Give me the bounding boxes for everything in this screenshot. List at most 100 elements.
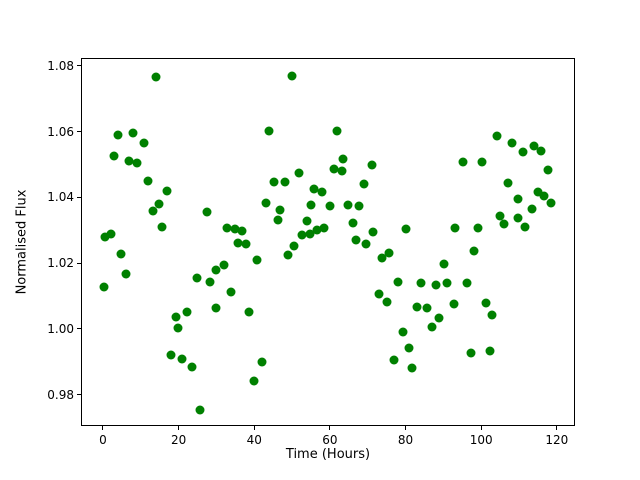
data-point	[325, 201, 335, 211]
data-point	[527, 204, 537, 214]
data-point	[481, 298, 491, 308]
data-point	[305, 229, 315, 239]
data-point	[495, 211, 505, 221]
y-tick-mark	[77, 196, 81, 198]
data-point	[297, 230, 307, 240]
x-axis-label: Time (Hours)	[285, 447, 371, 462]
data-point	[205, 277, 215, 287]
x-tick-mark	[102, 426, 104, 430]
data-point	[389, 355, 399, 365]
data-point	[499, 219, 509, 229]
data-point	[162, 186, 172, 196]
data-point	[477, 157, 487, 167]
data-point	[177, 354, 187, 364]
data-point	[367, 160, 377, 170]
data-point	[151, 72, 161, 82]
data-point	[338, 154, 348, 164]
data-point	[280, 177, 290, 187]
data-point	[106, 229, 116, 239]
x-tick-mark	[178, 426, 180, 430]
data-point	[312, 225, 322, 235]
data-point	[249, 376, 259, 386]
data-point	[533, 187, 543, 197]
data-point	[116, 249, 126, 259]
data-point	[427, 322, 437, 332]
x-tick-label: 20	[170, 433, 187, 447]
y-tick-label: 1.06	[47, 124, 74, 139]
data-point	[121, 269, 131, 279]
x-tick-mark	[329, 426, 331, 430]
y-tick-label: 0.98	[47, 387, 74, 402]
data-point	[173, 323, 183, 333]
data-point	[398, 327, 408, 337]
data-point	[230, 224, 240, 234]
data-point	[466, 348, 476, 358]
data-point	[404, 343, 414, 353]
data-point	[374, 289, 384, 299]
data-point	[275, 205, 285, 215]
data-point	[211, 265, 221, 275]
data-point	[513, 213, 523, 223]
data-point	[348, 218, 358, 228]
data-point	[302, 216, 312, 226]
data-point	[434, 313, 444, 323]
data-point	[431, 280, 441, 290]
data-point	[226, 287, 236, 297]
data-point	[99, 282, 109, 292]
data-point	[507, 138, 517, 148]
data-point	[287, 71, 297, 81]
data-point	[241, 239, 251, 249]
data-point	[317, 187, 327, 197]
data-point	[182, 307, 192, 317]
y-tick-mark	[77, 394, 81, 396]
data-point	[407, 363, 417, 373]
data-point	[401, 224, 411, 234]
data-point	[233, 238, 243, 248]
data-point	[211, 303, 221, 313]
data-point	[503, 178, 513, 188]
y-tick-label: 1.02	[47, 256, 74, 271]
data-point	[289, 241, 299, 251]
y-tick-mark	[77, 131, 81, 133]
data-point	[202, 207, 212, 217]
data-point	[237, 226, 247, 236]
data-point	[148, 206, 158, 216]
data-point	[539, 191, 549, 201]
data-point	[361, 239, 371, 249]
data-point	[124, 156, 134, 166]
data-point	[450, 223, 460, 233]
data-point	[269, 177, 279, 187]
data-point	[283, 250, 293, 260]
data-point	[100, 232, 110, 242]
data-point	[244, 307, 254, 317]
data-point	[449, 299, 459, 309]
y-tick-mark	[77, 328, 81, 330]
data-point	[487, 310, 497, 320]
data-point	[143, 176, 153, 186]
x-tick-label: 120	[545, 433, 569, 447]
x-tick-label: 80	[397, 433, 414, 447]
data-point	[332, 126, 342, 136]
data-point	[536, 146, 546, 156]
data-point	[113, 130, 123, 140]
data-point	[306, 200, 316, 210]
data-point	[195, 405, 205, 415]
data-point	[171, 312, 181, 322]
data-point	[546, 198, 556, 208]
y-tick-mark	[77, 262, 81, 264]
x-tick-label: 60	[322, 433, 338, 447]
data-point	[337, 166, 347, 176]
data-point	[377, 253, 387, 263]
data-point	[139, 138, 149, 148]
data-point	[319, 223, 329, 233]
data-point	[264, 126, 274, 136]
data-point	[252, 255, 262, 265]
data-point	[384, 248, 394, 258]
data-point	[309, 184, 319, 194]
data-point	[192, 273, 202, 283]
data-point	[222, 223, 232, 233]
plot-area	[81, 58, 575, 426]
data-point	[518, 147, 528, 157]
data-point	[439, 259, 449, 269]
